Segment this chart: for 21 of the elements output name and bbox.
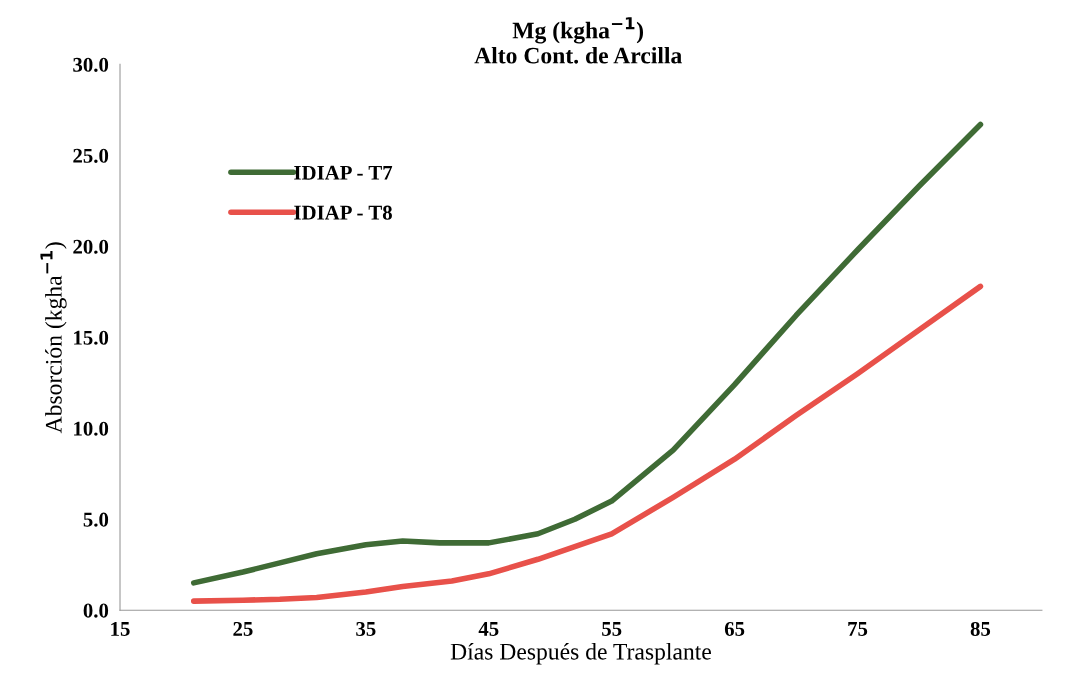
- x-tick-label: 55: [602, 622, 622, 636]
- y-tick-label: 5.0: [83, 512, 109, 527]
- x-tick-label: 15: [111, 622, 130, 636]
- legend-label: IDIAP - T7: [294, 165, 393, 180]
- y-tick-label: 10.0: [74, 421, 109, 436]
- x-tick-label: 65: [724, 621, 745, 636]
- y-tick-label: 0.0: [83, 603, 109, 618]
- y-tick-label: 30.0: [73, 57, 109, 72]
- x-tick-label: 85: [970, 621, 991, 636]
- y-axis-title: Absorción (kgha$^{−1}$): [40, 242, 67, 434]
- x-tick-label: 75: [848, 622, 868, 636]
- chart-title: Mg (kgha$^{−1}$): [512, 17, 644, 44]
- x-axis-title: Días Después de Trasplante: [450, 642, 711, 665]
- chart-subtitle: Alto Cont. de Arcilla: [474, 46, 682, 64]
- legend-label: IDIAP - T8: [294, 205, 392, 220]
- x-tick-label: 25: [233, 621, 253, 636]
- x-tick-label: 35: [356, 621, 376, 636]
- y-tick-label: 15.0: [74, 330, 109, 345]
- x-tick-label: 45: [478, 622, 499, 636]
- y-tick-label: 25.0: [73, 148, 109, 163]
- y-tick-label: 20.0: [73, 239, 109, 254]
